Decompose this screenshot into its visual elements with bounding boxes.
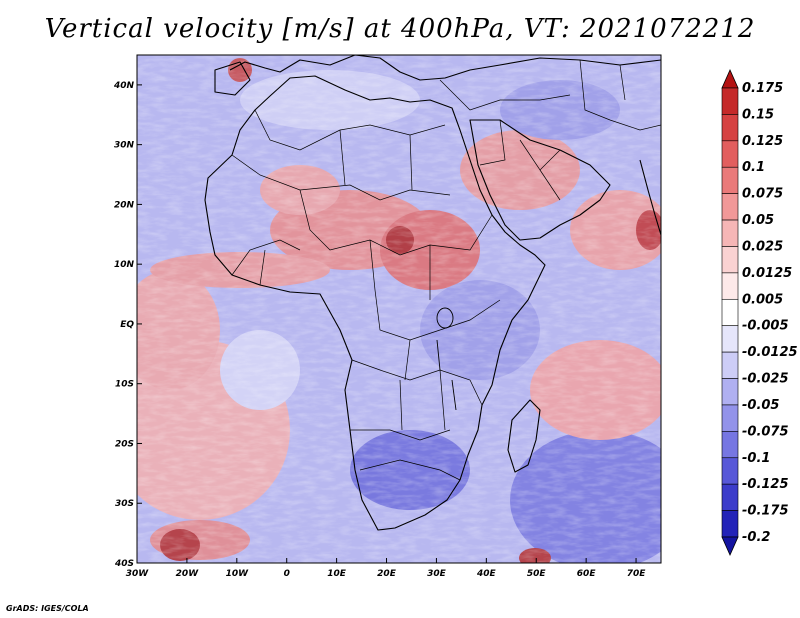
y-tick-label: 40S <box>114 559 134 569</box>
colorbar-top-arrow <box>721 69 739 89</box>
colorbar-segment <box>721 114 739 142</box>
colorbar-segment <box>721 351 739 379</box>
colorbar-label: -0.075 <box>742 424 789 439</box>
colorbar-label: 0.005 <box>742 292 783 307</box>
colorbar-segment <box>721 483 739 511</box>
map-frame <box>136 54 662 564</box>
colorbar-segment <box>721 87 739 115</box>
x-tick-label: 60E <box>577 569 597 579</box>
colorbar-label: 0.05 <box>742 213 774 228</box>
colorbar-segment <box>721 298 739 327</box>
x-tick-label: 10E <box>327 569 347 579</box>
colorbar: 0.175 0.15 0.125 0.1 0.075 0.05 0.025 0.0125 0.0… <box>721 69 798 556</box>
y-tick-label: 10S <box>115 380 134 390</box>
credit-label: GrADS: IGES/COLA <box>6 604 89 613</box>
colorbar-label: -0.1 <box>742 451 770 466</box>
colorbar-segment <box>721 166 739 194</box>
colorbar-label: -0.2 <box>742 530 770 545</box>
x-tick-label: 30E <box>427 569 447 579</box>
coastlines <box>204 55 661 531</box>
y-tick-label: 30N <box>114 141 135 151</box>
colorbar-label: -0.175 <box>742 504 789 519</box>
colorbar-label: -0.125 <box>742 477 789 492</box>
colorbar-segment <box>721 378 739 406</box>
colorbar-label: 0.025 <box>742 239 783 254</box>
x-tick-label: 0 <box>284 569 290 579</box>
colorbar-segment <box>721 246 739 274</box>
y-tick-label: 20S <box>115 439 134 449</box>
colorbar-label: 0.0125 <box>742 266 792 281</box>
y-tick-label: EQ <box>120 320 134 330</box>
colorbar-segment <box>721 325 739 353</box>
colorbar-label: -0.005 <box>742 319 789 334</box>
y-tick-label: 10N <box>114 260 135 270</box>
x-tick-label: 20E <box>377 569 397 579</box>
colorbar-label: -0.05 <box>742 398 779 413</box>
colorbar-label: 0.075 <box>742 187 783 202</box>
colorbar-segment <box>721 140 739 168</box>
chart-title: Vertical velocity [m/s] at 400hPa, VT: 2… <box>44 14 756 44</box>
y-tick-label: 40N <box>113 81 135 91</box>
x-tick-label: 30W <box>126 569 150 579</box>
colorbar-segment <box>721 272 739 300</box>
x-tick-label: 10W <box>226 569 250 579</box>
colorbar-label: 0.1 <box>742 160 765 175</box>
colorbar-segment <box>721 193 739 221</box>
x-tick-label: 20W <box>176 569 200 579</box>
colorbar-label: -0.025 <box>742 372 789 387</box>
x-tick-label: 50E <box>527 569 547 579</box>
colorbar-segment <box>721 404 739 432</box>
y-tick-label: 20N <box>114 200 135 210</box>
colorbar-label: 0.15 <box>742 107 774 122</box>
colorbar-label: 0.175 <box>742 81 783 96</box>
colorbar-label: -0.0125 <box>742 345 798 360</box>
country-borders <box>231 59 661 481</box>
colorbar-segment <box>721 457 739 485</box>
lakes <box>436 307 457 411</box>
colorbar-segment <box>721 219 739 247</box>
y-tick-label: 30S <box>115 499 134 509</box>
colorbar-segment <box>721 510 739 538</box>
colorbar-segment <box>721 431 739 459</box>
x-tick-label: 40E <box>476 569 497 579</box>
field-texture <box>137 55 661 563</box>
colorbar-label: 0.125 <box>742 134 783 149</box>
x-tick-label: 70E <box>627 569 647 579</box>
axis-ticks: 30W 20W 10W 0 10E 20E 30E 40E 50E 60E 70E 40N 30N 20N… <box>113 81 646 579</box>
map-plot-area <box>137 55 661 563</box>
colorbar-bottom-arrow <box>721 536 739 556</box>
